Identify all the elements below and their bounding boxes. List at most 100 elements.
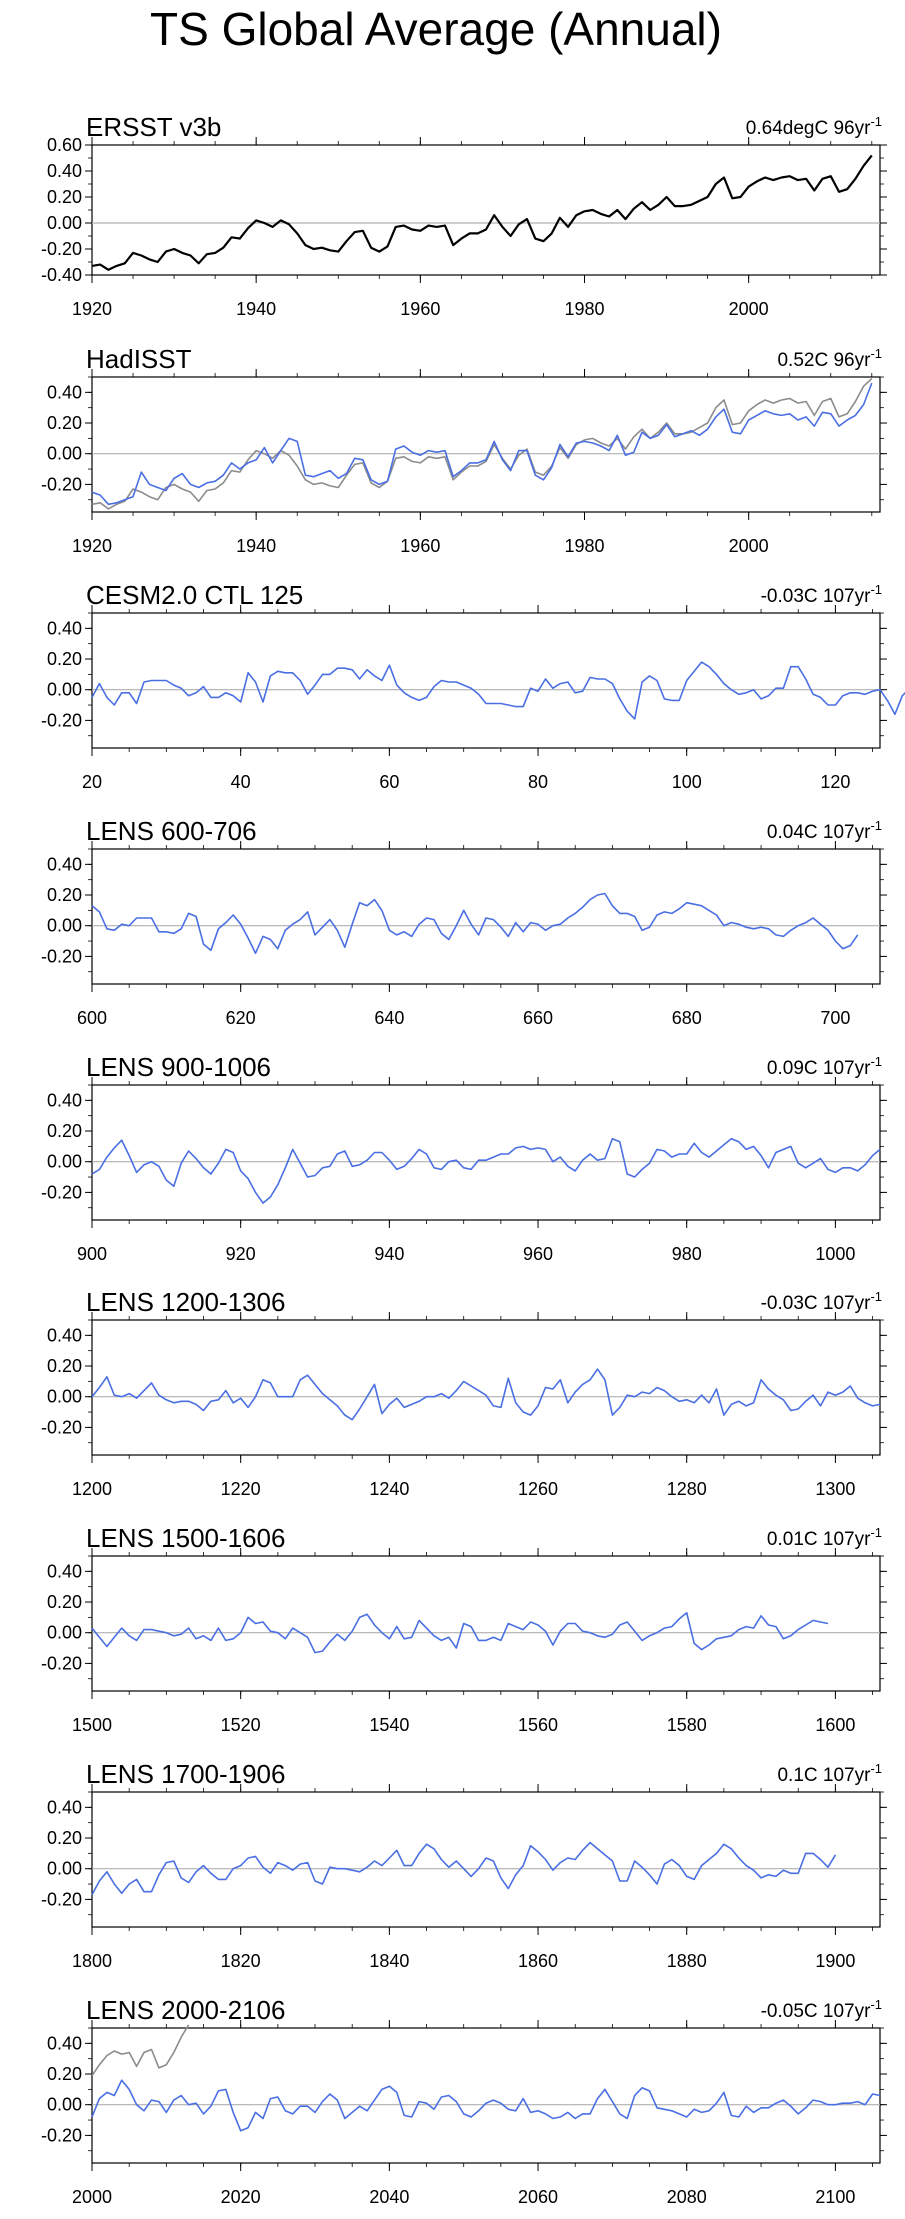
figure-title: TS Global Average (Annual) (150, 3, 722, 55)
panel-7: LENS 1500-1606 0.01C 107yr-1 -0.20 0.00 0.20… (41, 1523, 887, 1735)
trend-value: 0.52C 96yr (777, 350, 871, 371)
plot-frame (91, 2027, 881, 2164)
x-tick-label: 1860 (518, 1951, 558, 1971)
x-tick-label: 1880 (667, 1951, 707, 1971)
x-tick-label: 2000 (729, 299, 769, 319)
x-tick-label: 1940 (236, 299, 276, 319)
trend-exponent: -1 (870, 818, 882, 833)
y-tick-label: -0.20 (41, 946, 82, 966)
panel-8: LENS 1700-1906 0.1C 107yr-1 -0.20 0.00 0.20 0… (41, 1759, 887, 1971)
y-tick-label: 0.40 (47, 1561, 82, 1581)
trend-exponent: -1 (870, 1525, 882, 1540)
x-tick-label: 2020 (221, 2187, 261, 2207)
panel-title: CESM2.0 CTL 125 (86, 580, 303, 610)
y-tick-label: 0.00 (47, 2095, 82, 2115)
y-tick-label: 0.00 (47, 680, 82, 700)
y-tick-label: 0.20 (47, 1121, 82, 1141)
y-tick-label: -0.40 (41, 265, 82, 285)
y-tick-label: -0.20 (41, 474, 82, 494)
panel-5: LENS 900-1006 0.09C 107yr-1 -0.20 0.00 0.20 0… (41, 1052, 887, 1264)
series-line-model (91, 1841, 837, 1896)
x-tick-label: 1240 (369, 1479, 409, 1499)
y-tick-label: 0.20 (47, 649, 82, 669)
trend-label: 0.04C 107yr-1 (767, 818, 882, 843)
x-tick-label: 600 (77, 1008, 107, 1028)
x-tick-label: 1500 (72, 1715, 112, 1735)
x-tick-label: 1820 (221, 1951, 261, 1971)
plot-frame (91, 1319, 881, 1456)
x-tick-label: 100 (672, 772, 702, 792)
series-line-model (91, 2079, 881, 2132)
trend-exponent: -1 (870, 1054, 882, 1069)
x-tick-label: 700 (820, 1008, 850, 1028)
panel-title: ERSST v3b (86, 112, 221, 142)
series-line-model (91, 892, 859, 955)
panels: ERSST v3b 0.64degC 96yr-1-0.40-0.200.000.… (41, 112, 905, 2207)
y-tick-label: 0.40 (47, 1090, 82, 1110)
x-tick-label: 1960 (400, 536, 440, 556)
x-tick-label: 980 (672, 1244, 702, 1264)
trend-value: 0.04C 107yr (767, 822, 871, 843)
x-tick-label: 2100 (815, 2187, 855, 2207)
trend-value: -0.03C 107yr (761, 586, 872, 607)
x-tick-label: 1000 (815, 1244, 855, 1264)
y-tick-label: 0.00 (47, 444, 82, 464)
x-tick-label: 1260 (518, 1479, 558, 1499)
x-tick-label: 960 (523, 1244, 553, 1264)
y-tick-label: 0.00 (47, 1152, 82, 1172)
x-tick-label: 1600 (815, 1715, 855, 1735)
y-tick-label: 0.40 (47, 854, 82, 874)
plot-frame (91, 1791, 881, 1928)
x-tick-label: 1280 (667, 1479, 707, 1499)
y-tick-label: 0.40 (47, 1797, 82, 1817)
panel-title: LENS 900-1006 (86, 1052, 271, 1082)
y-tick-label: -0.20 (41, 1182, 82, 1202)
y-tick-label: 0.00 (47, 1859, 82, 1879)
x-tick-label: 120 (820, 772, 850, 792)
x-tick-label: 1200 (72, 1479, 112, 1499)
x-tick-label: 2080 (667, 2187, 707, 2207)
x-tick-label: 2000 (72, 2187, 112, 2207)
panel-4: LENS 600-706 0.04C 107yr-1 -0.20 0.00 0.20 0.… (41, 816, 887, 1028)
x-tick-label: 40 (231, 772, 251, 792)
x-tick-label: 680 (672, 1008, 702, 1028)
x-tick-label: 1840 (369, 1951, 409, 1971)
trend-exponent: -1 (870, 582, 882, 597)
trend-value: -0.03C 107yr (761, 1293, 872, 1314)
x-tick-label: 1900 (815, 1951, 855, 1971)
x-tick-label: 920 (226, 1244, 256, 1264)
series-line-model (91, 1368, 881, 1421)
trend-label: -0.03C 107yr-1 (761, 582, 882, 607)
plot-frame (91, 144, 881, 276)
plot-frame (91, 848, 881, 985)
x-tick-label: 1580 (667, 1715, 707, 1735)
plot-frame (91, 1555, 881, 1692)
x-tick-label: 1560 (518, 1715, 558, 1735)
trend-value: -0.05C 107yr (761, 2001, 872, 2022)
x-tick-label: 1800 (72, 1951, 112, 1971)
y-tick-label: -0.20 (41, 1417, 82, 1437)
x-tick-label: 660 (523, 1008, 553, 1028)
series-line-model (91, 1137, 881, 1204)
x-tick-label: 1960 (400, 299, 440, 319)
y-tick-label: 0.20 (47, 1828, 82, 1848)
trend-label: -0.05C 107yr-1 (761, 1997, 882, 2022)
x-tick-label: 1980 (564, 299, 604, 319)
x-tick-label: 640 (374, 1008, 404, 1028)
y-tick-label: 0.20 (47, 1592, 82, 1612)
plot-frame (91, 1084, 881, 1221)
x-tick-label: 1540 (369, 1715, 409, 1735)
trend-label: 0.52C 96yr-1 (777, 346, 882, 371)
series-line-ersst_overlay (91, 2024, 190, 2077)
y-tick-label: 0.40 (47, 2033, 82, 2053)
x-tick-label: 1920 (72, 536, 112, 556)
panel-3: CESM2.0 CTL 125 -0.03C 107yr-1 -0.20 0.00 0.… (41, 580, 905, 792)
panel-title: LENS 2000-2106 (86, 1995, 285, 2025)
y-tick-label: 0.20 (47, 413, 82, 433)
x-tick-label: 80 (528, 772, 548, 792)
panel-title: LENS 1200-1306 (86, 1287, 285, 1317)
y-tick-label: -0.20 (41, 710, 82, 730)
x-tick-label: 20 (82, 772, 102, 792)
panel-title: HadISST (86, 344, 192, 374)
